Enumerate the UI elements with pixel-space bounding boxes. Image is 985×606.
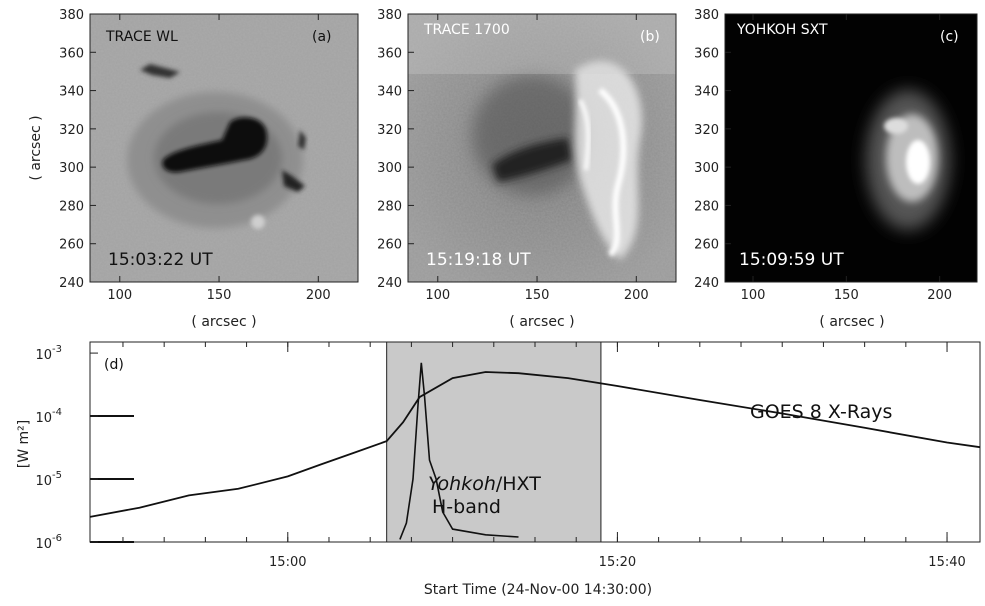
hxt-band-label: H-band — [432, 496, 501, 518]
panel-c-ticks: 100 150 200 380 360 340 320 300 280 260 240 — [694, 8, 952, 303]
y-tick-label: 340 — [694, 85, 719, 100]
y-tick-exponent: -5 — [52, 470, 62, 481]
x-tick-label: 15:00 — [269, 555, 306, 570]
y-tick-label: 360 — [377, 46, 402, 61]
y-tick-exponent: -6 — [52, 533, 62, 544]
panel-d-xlabel: Start Time (24-Nov-00 14:30:00) — [424, 582, 652, 598]
y-tick-label: 280 — [694, 199, 719, 214]
y-tick-label: 340 — [377, 85, 402, 100]
y-tick-label: 320 — [59, 123, 84, 138]
y-tick-label: 340 — [59, 85, 84, 100]
hxt-curve — [399, 362, 519, 540]
panel-a: TRACE WL (a) 15:03:22 UT 100 150 200 380 360… — [28, 8, 359, 330]
y-tick-label: 300 — [377, 161, 402, 176]
y-tick-label: 320 — [694, 123, 719, 138]
y-tick-base: 10 — [35, 537, 52, 552]
goes-curve — [89, 371, 981, 518]
y-tick-exponent: -3 — [52, 344, 62, 355]
panel-b-time: 15:19:18 UT — [426, 250, 531, 270]
panel-b-tag: (b) — [640, 29, 660, 45]
x-tick-label: 200 — [306, 288, 331, 303]
x-tick-label: 100 — [107, 288, 132, 303]
y-tick-label: 280 — [59, 199, 84, 214]
x-tick-label: 15:20 — [599, 555, 636, 570]
panel-a-ticks: 100 150 200 380 360 340 320 300 280 260 240 — [59, 8, 331, 303]
panel-d-tag: (d) — [104, 357, 124, 373]
x-tick-label: 100 — [741, 288, 766, 303]
y-tick-label: 280 — [377, 199, 402, 214]
y-tick-label: 260 — [59, 238, 84, 253]
y-tick-label: 260 — [694, 238, 719, 253]
panel-c-instrument: YOHKOH SXT — [736, 22, 828, 38]
hxt-label: Yohkoh/HXT — [428, 473, 541, 495]
panel-c-tag: (c) — [940, 29, 959, 45]
y-tick-label: 10-5 — [35, 470, 62, 489]
panel-d-ticks: 15:00 15:20 15:40 — [122, 342, 966, 570]
panel-c-xlabel: ( arcsec ) — [819, 314, 884, 330]
y-tick-label: 360 — [59, 46, 84, 61]
y-tick-label: 10-6 — [35, 533, 62, 552]
y-tick-exponent: -4 — [52, 407, 62, 418]
y-tick-label: 300 — [694, 161, 719, 176]
x-tick-label: 15:40 — [928, 555, 965, 570]
panel-b: TRACE 1700 (b) 15:19:18 UT 100 150 200 380 3… — [377, 8, 677, 330]
panel-a-time: 15:03:22 UT — [108, 250, 213, 270]
y-tick-label: 380 — [694, 8, 719, 23]
x-tick-label: 150 — [525, 288, 550, 303]
panel-b-instrument: TRACE 1700 — [423, 22, 510, 38]
panel-c: YOHKOH SXT (c) 15:09:59 UT 100 150 200 380 3… — [694, 8, 978, 330]
panel-b-xlabel: ( arcsec ) — [509, 314, 574, 330]
panel-c-time: 15:09:59 UT — [739, 250, 844, 270]
panel-a-ylabel: ( arcsec ) — [28, 115, 44, 180]
sunspot-umbra — [162, 117, 268, 173]
panel-d: 15:00 15:20 15:40 (d) GOES 8 X-Rays Yohkoh… — [16, 341, 981, 598]
hxt-label-italic: Yohkoh — [428, 473, 496, 495]
y-tick-base: 10 — [35, 411, 52, 426]
y-tick-label: 360 — [694, 46, 719, 61]
hxt-label-rest: /HXT — [496, 473, 541, 495]
x-tick-label: 150 — [207, 288, 232, 303]
y-tick-label: 380 — [59, 8, 84, 23]
x-tick-label: 100 — [425, 288, 450, 303]
y-tick-base: 10 — [35, 474, 52, 489]
y-tick-label: 380 — [377, 8, 402, 23]
panel-a-xlabel: ( arcsec ) — [191, 314, 256, 330]
y-tick-label: 240 — [377, 276, 402, 291]
x-tick-label: 200 — [927, 288, 952, 303]
panel-b-ticks: 100 150 200 380 360 340 320 300 280 260 240 — [377, 8, 649, 303]
y-tick-label: 320 — [377, 123, 402, 138]
y-tick-label: 10-3 — [35, 344, 62, 363]
x-tick-label: 150 — [834, 288, 859, 303]
y-tick-base: 10 — [35, 348, 52, 363]
x-tick-label: 200 — [624, 288, 649, 303]
y-tick-label: 260 — [377, 238, 402, 253]
y-tick-label: 240 — [59, 276, 84, 291]
y-tick-label: 240 — [694, 276, 719, 291]
goes-label: GOES 8 X-Rays — [750, 401, 892, 423]
panel-d-yticks: 10-310-410-510-6 — [35, 344, 98, 552]
y-tick-label: 10-4 — [35, 407, 62, 426]
y-tick-label: 300 — [59, 161, 84, 176]
panel-a-instrument: TRACE WL — [105, 29, 178, 45]
panel-a-tag: (a) — [312, 29, 332, 45]
panel-d-ylabel: [W m²] — [16, 420, 32, 468]
